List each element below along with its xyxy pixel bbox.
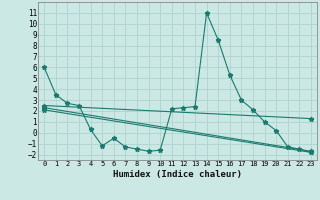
X-axis label: Humidex (Indice chaleur): Humidex (Indice chaleur)	[113, 170, 242, 179]
